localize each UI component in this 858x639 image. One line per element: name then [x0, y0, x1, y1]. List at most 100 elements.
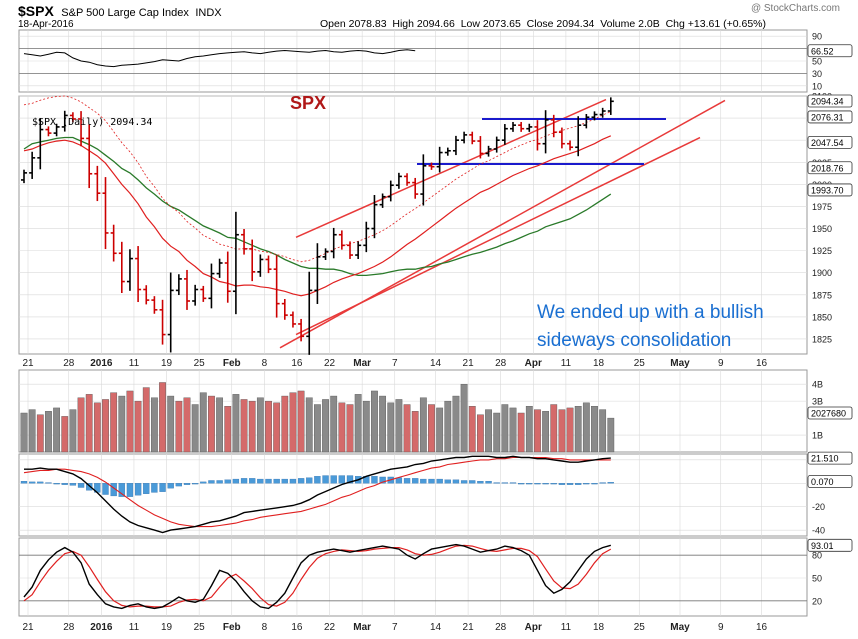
volume-bar	[550, 404, 558, 453]
price-tag: 2076.31	[811, 112, 844, 122]
price-tick-label: 1975	[812, 202, 832, 212]
volume-bar	[314, 404, 321, 453]
x-tick-label: 22	[324, 358, 336, 369]
macd-histogram-bar	[53, 483, 60, 485]
x-tick-label: 25	[634, 358, 646, 369]
macd-histogram-bar	[485, 481, 492, 484]
stochastic-plot	[23, 543, 612, 610]
stoch-tick-label: 20	[812, 596, 822, 606]
volume-bar	[45, 411, 52, 453]
macd-histogram-bar	[469, 480, 476, 484]
x-tick-label: 21	[463, 358, 475, 369]
macd-histogram-bar	[69, 483, 77, 486]
macd-histogram-bar	[591, 483, 598, 485]
stoch-k-line	[23, 543, 611, 610]
value-tags: 66.52 2094.34 2076.31 2047.54 2018.76 1993.70…	[807, 44, 853, 552]
x-tick-label: 7	[392, 358, 398, 369]
volume-bar	[322, 399, 329, 453]
x-tick-label: Mar	[353, 622, 371, 633]
price-tag-box	[807, 183, 853, 197]
x-tick-label: 9	[718, 622, 724, 633]
x-tick-label: 25	[634, 622, 646, 633]
macd-histogram-bar	[281, 478, 288, 484]
macd-histogram-bar	[126, 483, 134, 497]
macd-tick-label: -40	[812, 526, 825, 536]
volume-bar	[574, 406, 582, 453]
header-title-row: $SPX S&P 500 Large Cap Index INDX	[18, 3, 222, 21]
macd-histogram-bar	[151, 483, 158, 493]
volume-bar	[403, 404, 411, 453]
volume-bar	[150, 397, 158, 453]
macd-histogram-bar	[183, 483, 191, 485]
rsi-tick-label: 90	[812, 32, 822, 42]
macd-histogram-bar	[297, 478, 305, 484]
volume-bar	[354, 394, 362, 453]
volume-bar	[371, 390, 378, 453]
volume-bar	[444, 400, 452, 453]
symbol-title: $SPX	[18, 3, 54, 19]
rsi-value-tag-box	[807, 44, 853, 58]
macd-hist-tag-box	[807, 475, 853, 488]
macd-histogram-bar	[460, 480, 468, 484]
x-tick-label: 21	[463, 622, 475, 633]
price-tag: 1993.70	[811, 185, 844, 195]
macd-histogram-bar	[501, 482, 509, 484]
volume-bar	[305, 397, 313, 453]
rsi-tick-label: 30	[812, 69, 822, 79]
x-tick-label: 21	[22, 622, 34, 633]
volume-bar	[558, 409, 566, 453]
volume-bar	[240, 399, 248, 453]
x-tick-label: 7	[392, 622, 398, 633]
x-tick-label: 28	[63, 358, 75, 369]
x-tick-label: 8	[262, 358, 268, 369]
volume-bar	[517, 412, 525, 453]
volume-bar	[126, 390, 134, 453]
x-tick-label: 16	[756, 358, 768, 369]
volume-bar	[362, 400, 370, 453]
volume-bar	[159, 382, 166, 453]
volume-tick-label: 1B	[812, 431, 823, 441]
volume-bar	[591, 406, 598, 453]
x-tick-label: 11	[129, 622, 140, 633]
comment-line-1: We ended up with a bullish	[537, 302, 764, 323]
price-tick-label: 1875	[812, 290, 832, 300]
volume-bar	[395, 399, 403, 453]
volume-bar	[191, 404, 199, 453]
volume-bar	[289, 392, 297, 453]
volume-bar	[330, 395, 338, 453]
volume-bar	[265, 400, 272, 453]
macd-histogram-bar	[249, 478, 256, 484]
price-tick-label: 1925	[812, 246, 832, 256]
volume-bar	[566, 407, 574, 453]
macd-histogram-bar	[208, 480, 215, 484]
macd-histogram-bar	[420, 478, 427, 484]
volume-bar	[224, 406, 232, 453]
volume-bar	[93, 402, 101, 453]
macd-histogram-bar	[265, 478, 272, 484]
price-tag: 2094.34	[811, 97, 844, 107]
macd-histogram-bar	[216, 480, 223, 484]
x-tick-label: 11	[561, 622, 572, 633]
x-axis-labels: 21 28 2016 11 19 25 Feb 8 16 22 Mar 7 14 21 28 Apr 11 18 2…	[22, 358, 767, 633]
macd-histogram-bar	[444, 479, 451, 484]
macd-histogram-bar	[575, 483, 582, 485]
macd-histogram-bar	[191, 483, 199, 485]
x-tick-label: 25	[194, 358, 206, 369]
macd-histogram-bar	[550, 483, 557, 485]
x-tick-label: 2016	[90, 358, 113, 369]
macd-histogram-bar	[257, 478, 264, 484]
volume-bar	[183, 397, 191, 453]
volume-tick-label: 4B	[812, 380, 823, 390]
macd-histogram-bar	[134, 483, 142, 496]
x-tick-label: 19	[161, 622, 173, 633]
macd-histogram-bar	[477, 481, 484, 484]
macd-histogram-bar	[61, 483, 68, 485]
macd-histogram-bar	[436, 478, 443, 484]
volume-bar	[256, 397, 264, 453]
macd-histogram-bar	[273, 478, 280, 484]
volume-bar	[36, 414, 44, 453]
x-tick-label: Apr	[525, 622, 542, 633]
x-tick-label: 9	[718, 358, 724, 369]
price-tick-label: 1850	[812, 312, 832, 322]
macd-histogram-bar	[289, 478, 297, 484]
